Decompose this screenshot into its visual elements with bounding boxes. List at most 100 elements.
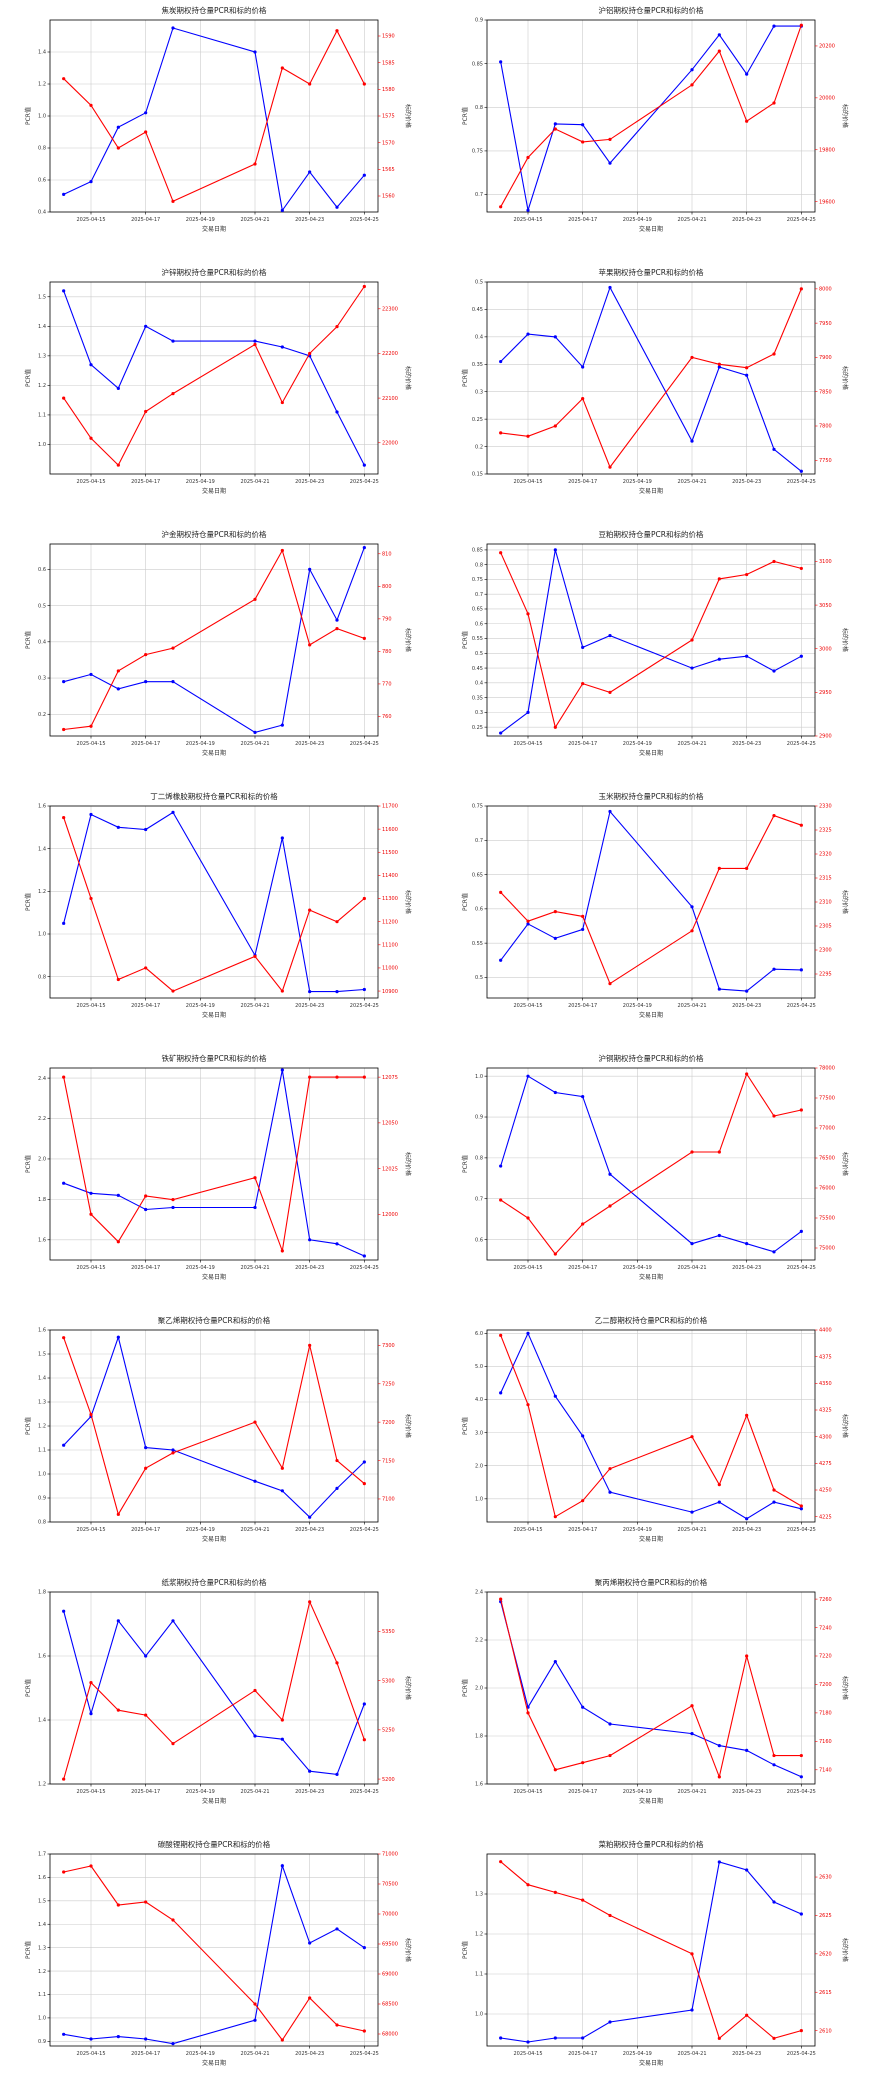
- chart-title: 纸浆期权持仓量PCR和标的价格: [162, 1577, 267, 1587]
- pcr-point: [308, 1769, 312, 1773]
- x-tick-label: 2025-04-17: [131, 217, 160, 223]
- price-line: [500, 814, 802, 985]
- price-point: [253, 1420, 257, 1424]
- y-right-tick-label: 810: [382, 551, 392, 557]
- y-left-tick-label: 1.7: [38, 1852, 46, 1858]
- pcr-point: [335, 1242, 339, 1246]
- chart-panel: 纸浆期权持仓量PCR和标的价格 2025-04-15 2025-04-17 2025-…: [0, 1572, 437, 1834]
- price-point: [581, 1222, 585, 1226]
- chart-svg: 沪锌期权持仓量PCR和标的价格 2025-04-15 2025-04-17 2025-…: [24, 267, 412, 495]
- y-left-tick-label: 0.7: [475, 592, 483, 598]
- pcr-point: [144, 1654, 148, 1658]
- x-tick-label: 2025-04-17: [131, 1527, 160, 1533]
- price-point: [717, 1775, 721, 1779]
- x-tick-label: 2025-04-15: [76, 1003, 105, 1009]
- y-left-tick-label: 0.25: [472, 417, 483, 423]
- price-line: [500, 25, 802, 208]
- y-right-tick-label: 2320: [819, 852, 832, 858]
- pcr-point: [608, 285, 612, 290]
- y-left-tick-label: 4.0: [475, 1397, 483, 1403]
- y-left-tick-label: 1.0: [38, 1472, 46, 1478]
- y-left-tick-label: 0.3: [475, 389, 483, 395]
- y-left-tick-label: 1.1: [38, 1992, 46, 1998]
- y-left-tick-label: 2.0: [475, 1463, 483, 1469]
- y-left-tick-label: 1.2: [38, 1424, 46, 1430]
- price-point: [362, 82, 366, 86]
- price-point: [280, 1718, 284, 1722]
- price-point: [553, 1515, 557, 1519]
- y-left-tick-label: 1.0: [38, 932, 46, 938]
- chart-svg: 纸浆期权持仓量PCR和标的价格 2025-04-15 2025-04-17 2025-…: [24, 1577, 412, 1805]
- pcr-point: [280, 1489, 284, 1493]
- y-right-tick-label: 76000: [819, 1186, 835, 1192]
- pcr-line: [500, 1075, 802, 1253]
- pcr-point: [799, 1229, 803, 1234]
- pcr-point: [581, 365, 585, 369]
- y-left-tick-label: 0.25: [472, 725, 483, 731]
- price-point: [690, 1435, 694, 1439]
- price-point: [362, 1075, 366, 1079]
- y-left-axis-label: PCR值: [461, 107, 469, 125]
- price-point: [62, 1336, 66, 1340]
- y-left-tick-label: 0.65: [472, 607, 483, 613]
- price-point: [799, 23, 803, 27]
- price-point: [280, 1466, 284, 1470]
- price-point: [526, 1883, 530, 1887]
- price-point: [553, 910, 557, 914]
- price-point: [308, 1075, 312, 1079]
- y-right-tick-label: 1575: [382, 114, 395, 120]
- y-right-axis-label: 标的价格: [841, 1152, 849, 1176]
- pcr-point: [116, 125, 120, 129]
- chart-svg: 丁二烯橡胶期权持仓量PCR和标的价格 2025-04-15 2025-04-17 20…: [24, 791, 412, 1019]
- price-point: [280, 2038, 284, 2042]
- y-left-axis-label: PCR值: [461, 369, 469, 387]
- price-point: [144, 1466, 148, 1470]
- pcr-point: [717, 1744, 721, 1748]
- x-tick-label: 2025-04-17: [131, 1265, 160, 1271]
- price-point: [144, 966, 148, 970]
- pcr-point: [772, 669, 776, 673]
- price-point: [280, 66, 284, 70]
- y-left-axis-label: PCR值: [461, 1417, 469, 1435]
- y-right-tick-label: 770: [382, 682, 392, 688]
- price-point: [62, 1075, 66, 1079]
- price-point: [717, 362, 721, 366]
- y-left-tick-label: 1.4: [38, 324, 46, 330]
- x-tick-label: 2025-04-21: [240, 1789, 269, 1795]
- price-point: [772, 1753, 776, 1758]
- y-left-tick-label: 1.4: [38, 1922, 46, 1928]
- pcr-point: [253, 339, 257, 343]
- pcr-point: [89, 2037, 93, 2041]
- y-left-tick-label: 5.0: [475, 1364, 483, 1370]
- y-right-tick-label: 11500: [382, 850, 398, 856]
- pcr-point: [116, 1619, 120, 1623]
- pcr-point: [62, 192, 66, 196]
- pcr-point: [690, 1732, 694, 1736]
- x-tick-label: 2025-04-25: [350, 217, 379, 223]
- y-right-tick-label: 2615: [819, 1990, 832, 1996]
- x-tick-label: 2025-04-25: [350, 1527, 379, 1533]
- y-right-tick-label: 1585: [382, 60, 395, 66]
- y-right-axis-label: 标的价格: [404, 366, 412, 390]
- x-tick-label: 2025-04-15: [76, 1789, 105, 1795]
- price-point: [799, 287, 803, 291]
- y-left-tick-label: 0.4: [475, 681, 483, 687]
- price-point: [62, 77, 66, 81]
- y-left-tick-label: 0.6: [475, 907, 483, 913]
- price-point: [144, 1194, 148, 1198]
- pcr-point: [717, 657, 721, 661]
- y-left-tick-label: 1.1: [38, 413, 46, 419]
- y-right-tick-label: 11700: [382, 804, 398, 810]
- price-point: [526, 434, 530, 438]
- x-tick-label: 2025-04-23: [732, 479, 761, 485]
- x-tick-label: 2025-04-21: [677, 1527, 706, 1533]
- price-point: [581, 396, 585, 401]
- pcr-line: [63, 1611, 365, 1775]
- price-point: [171, 989, 175, 993]
- chart-svg: 碳酸锂期权持仓量PCR和标的价格 2025-04-15 2025-04-17 2025…: [24, 1839, 412, 2067]
- chart-svg: 聚乙烯期权持仓量PCR和标的价格 2025-04-15 2025-04-17 2025…: [24, 1315, 412, 1543]
- x-axis-label: 交易日期: [202, 225, 226, 233]
- y-right-tick-label: 7220: [819, 1654, 832, 1660]
- y-left-tick-label: 1.8: [475, 1734, 483, 1740]
- price-point: [553, 1890, 557, 1894]
